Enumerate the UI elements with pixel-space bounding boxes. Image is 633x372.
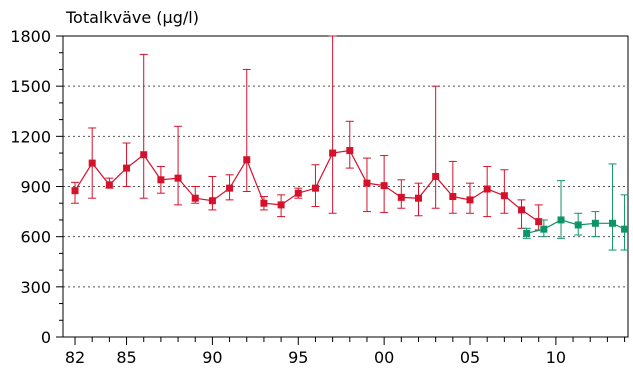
data-point (380, 182, 388, 190)
y-axis-tick-labels: 0 300 600 900 1200 1500 1800 (10, 27, 51, 347)
data-point (329, 149, 337, 157)
data-point (449, 193, 457, 201)
data-point (432, 172, 440, 180)
data-point (346, 147, 354, 155)
data-point (466, 196, 474, 204)
data-point (363, 179, 371, 187)
data-point (243, 156, 251, 164)
x-tick-label: 05 (460, 348, 480, 367)
data-point (518, 206, 526, 214)
series-line (74, 149, 540, 223)
chart-title: Totalkväve (µg/l) (66, 8, 199, 27)
series-group (522, 163, 629, 251)
x-tick-label: 82 (65, 348, 85, 367)
y-tick-label: 0 (41, 328, 51, 347)
y-tick-label: 300 (20, 278, 51, 297)
data-point (621, 225, 629, 233)
x-tick-label: 85 (116, 348, 136, 367)
x-tick-label: 95 (288, 348, 308, 367)
y-tick-label: 600 (20, 228, 51, 247)
data-point (157, 176, 165, 184)
data-point (574, 221, 582, 229)
data-point (397, 193, 405, 201)
data-point (591, 219, 599, 227)
data-point (260, 199, 268, 207)
x-tick-label: 10 (546, 348, 566, 367)
data-point (609, 219, 617, 227)
data-point (105, 181, 113, 189)
data-point (483, 185, 491, 193)
y-tick-label: 900 (20, 178, 51, 197)
data-series (71, 35, 629, 251)
data-point (208, 197, 216, 205)
chart-axes (56, 35, 629, 345)
data-point (500, 192, 508, 200)
x-axis-tick-labels: 82 85 90 95 00 05 10 (65, 348, 566, 367)
series-group (71, 35, 543, 231)
y-tick-label: 1800 (10, 27, 51, 46)
data-point (535, 218, 543, 226)
grid-lines (63, 85, 628, 288)
data-point (540, 225, 548, 233)
y-tick-label: 1500 (10, 77, 51, 96)
data-point (311, 184, 319, 192)
data-point (88, 159, 96, 167)
data-point (294, 189, 302, 197)
data-point (123, 164, 131, 172)
data-point (226, 184, 234, 192)
data-point (557, 216, 565, 224)
data-point (71, 187, 79, 195)
x-tick-label: 90 (202, 348, 222, 367)
data-point (174, 174, 182, 182)
data-point (414, 194, 422, 202)
x-tick-label: 00 (374, 348, 394, 367)
y-tick-label: 1200 (10, 127, 51, 146)
data-point (277, 201, 285, 209)
data-point (140, 151, 148, 159)
data-point (191, 194, 199, 202)
data-point (523, 229, 531, 237)
